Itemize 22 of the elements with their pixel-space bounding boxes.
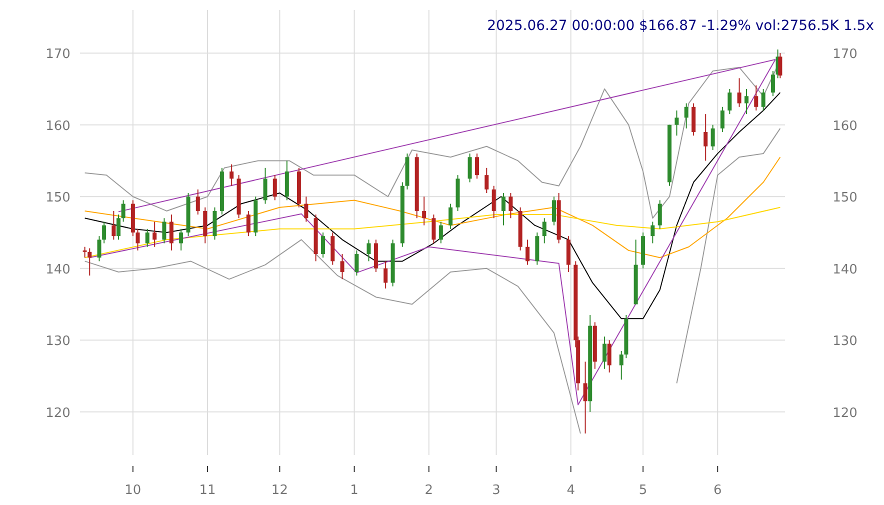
x-tick-label: 2 bbox=[424, 483, 434, 498]
y-tick-label: 140 bbox=[46, 262, 70, 278]
y2-tick-label: 120 bbox=[832, 406, 858, 421]
y-tick-label: 160 bbox=[46, 118, 70, 134]
x-tick-label: 6 bbox=[713, 483, 722, 498]
y2-tick-label: 130 bbox=[832, 334, 858, 350]
y2-tick-label: 160 bbox=[832, 118, 858, 134]
x-tick-label: 1 bbox=[350, 483, 358, 498]
x-tick-label: 5 bbox=[638, 483, 648, 498]
y-tick-label: 120 bbox=[46, 406, 70, 421]
y2-tick-label: 170 bbox=[832, 47, 858, 62]
text: 2025.06.27 00:00:00 $166.87 -1.29% vol:2756.5K 1.5x bbox=[487, 18, 874, 34]
y-tick-label: 170 bbox=[46, 47, 70, 62]
x-tick-label: 3 bbox=[492, 483, 500, 498]
y-tick-label: 150 bbox=[46, 190, 70, 206]
y-tick-label: 130 bbox=[46, 334, 70, 350]
x-tick-label: 4 bbox=[566, 483, 575, 498]
x-tick-label: 11 bbox=[199, 483, 216, 498]
y2-tick-label: 140 bbox=[832, 262, 858, 278]
x-tick-label: 12 bbox=[271, 483, 288, 498]
x-tick-label: 10 bbox=[124, 483, 142, 498]
y2-tick-label: 150 bbox=[832, 190, 858, 206]
